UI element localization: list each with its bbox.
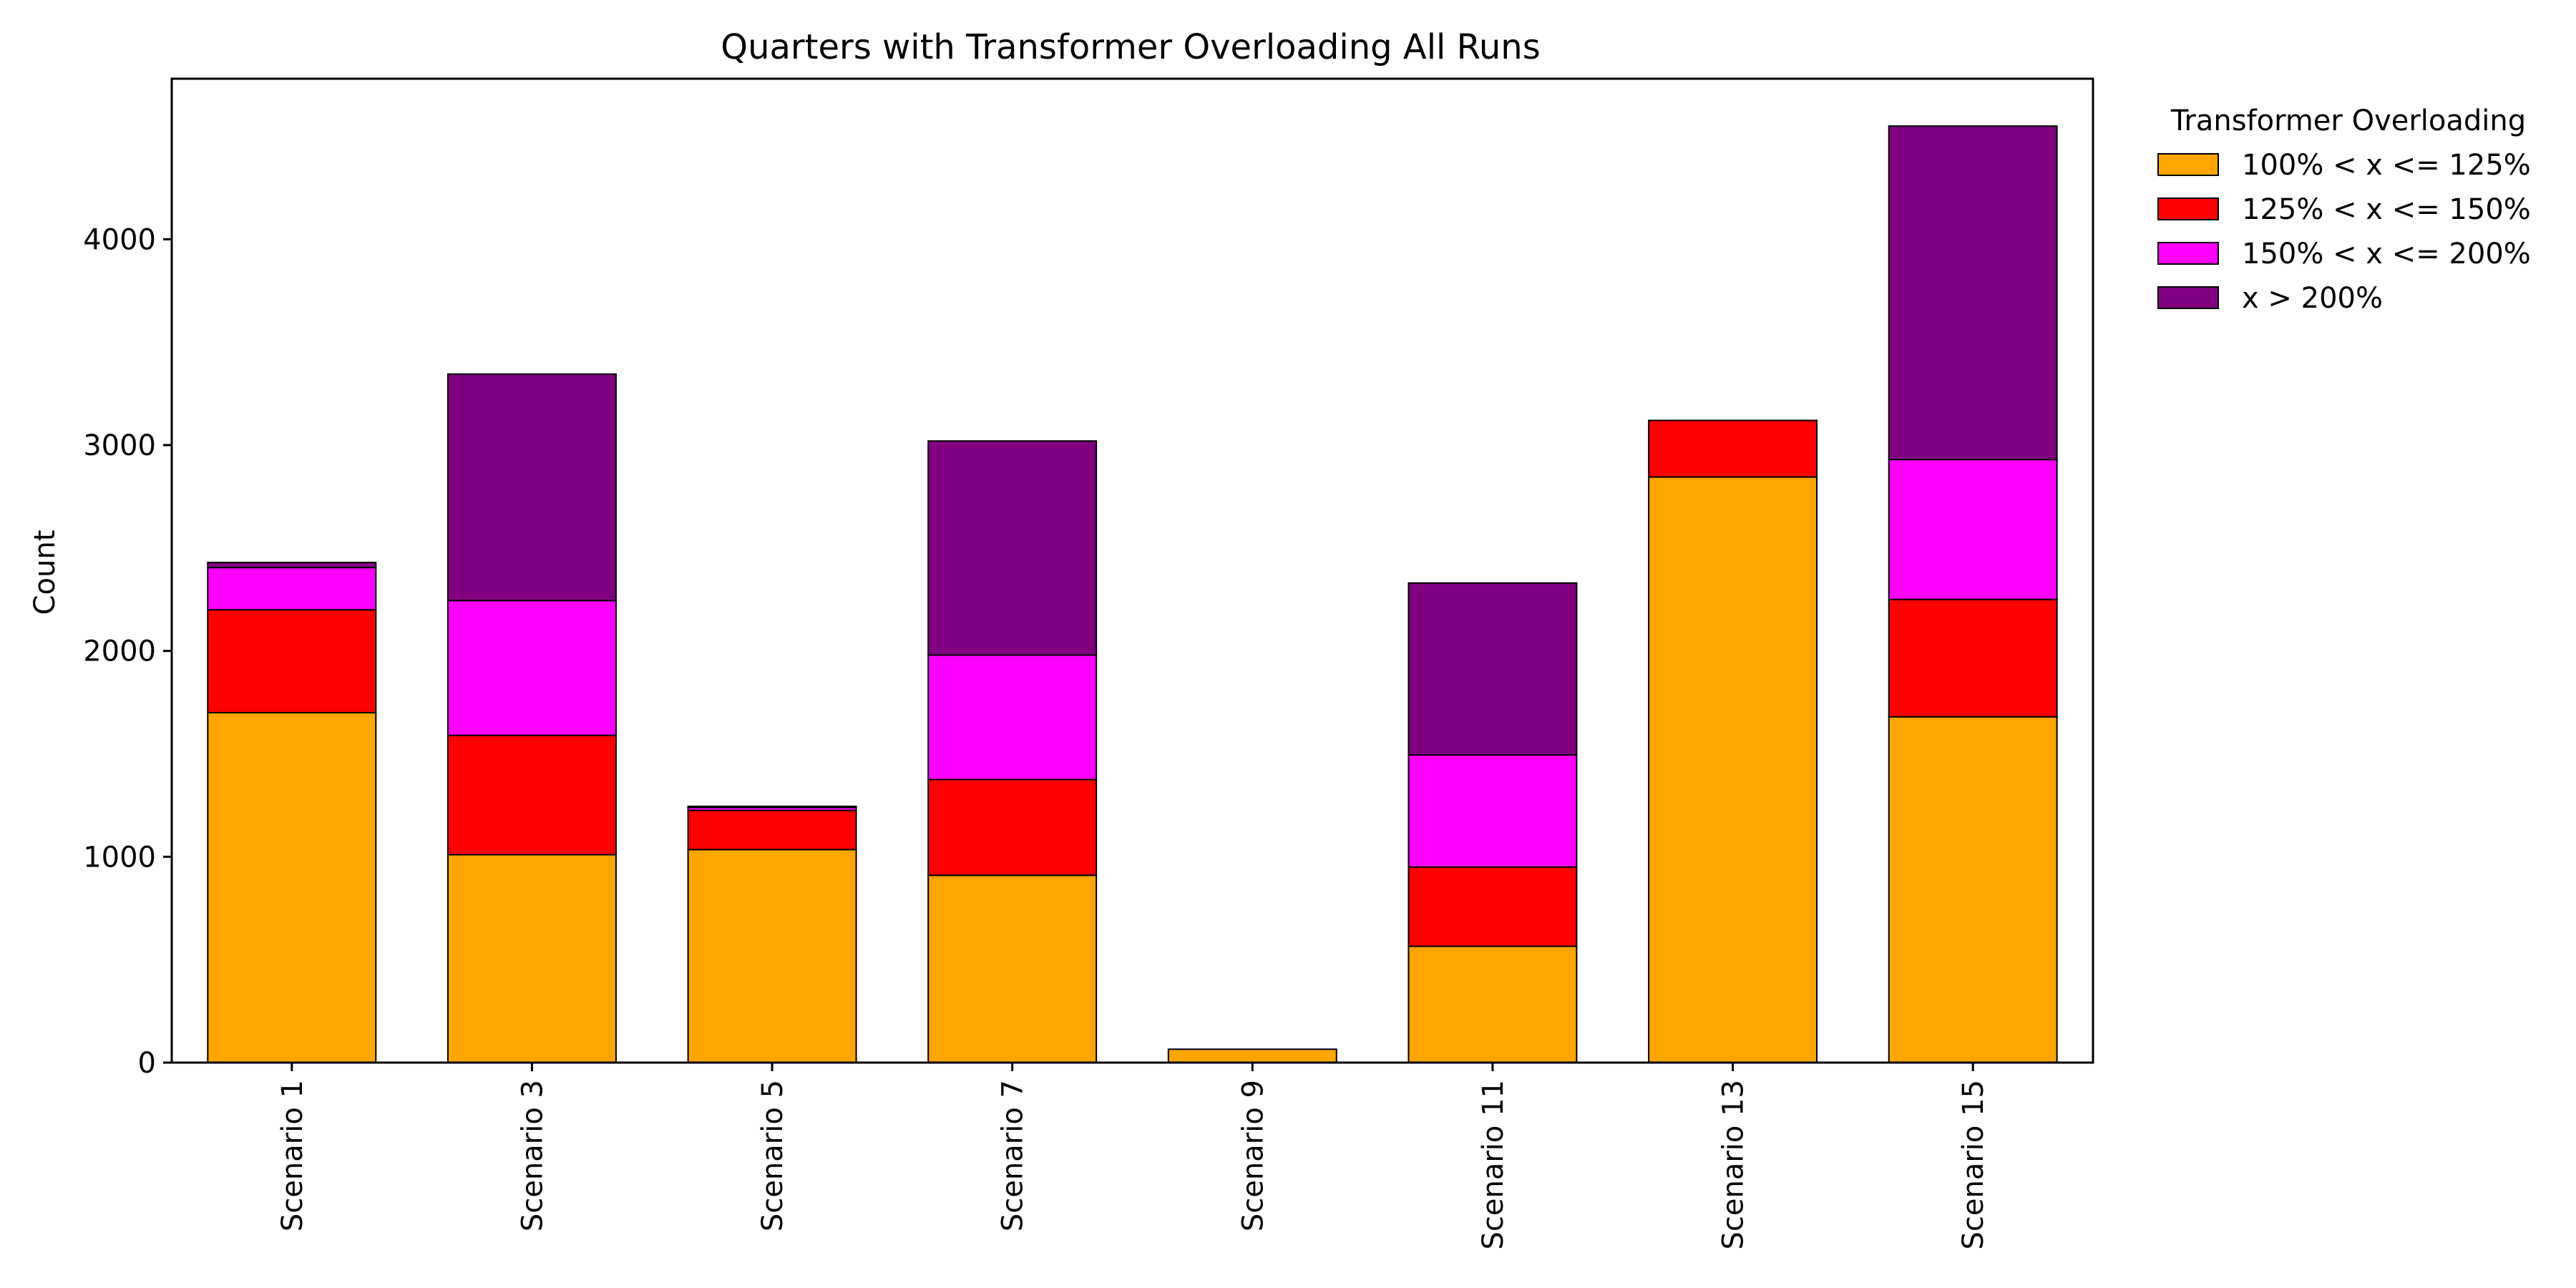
y-axis-label: Count: [29, 530, 62, 615]
bar-segment-3-8: [1888, 459, 2058, 600]
bar-segment-3-2: [447, 600, 617, 736]
bar-segment-2-3: [687, 809, 857, 851]
bar-segment-2-1: [207, 609, 377, 713]
x-tick-label: Scenario 9: [1236, 1080, 1269, 1231]
legend-title: Transformer Overloading: [2170, 104, 2526, 137]
bar-segment-3-6: [1407, 753, 1578, 868]
legend: Transformer Overloading 100% < x <= 125%…: [2157, 104, 2531, 315]
bar-segment-2-2: [447, 734, 617, 856]
bar-segment-2-4: [927, 779, 1098, 877]
plot-frame: [170, 77, 2094, 1064]
bar-segment-4-1: [207, 561, 377, 569]
legend-label-4: x > 200%: [2242, 282, 2383, 315]
bar-segment-1-4: [927, 874, 1098, 1063]
y-tick-label: 1000: [83, 841, 156, 874]
bar-segment-1-3: [687, 849, 857, 1064]
bar-segment-1-8: [1888, 716, 2058, 1063]
bar-segment-1-1: [207, 711, 377, 1063]
y-tick-label: 3000: [83, 429, 156, 462]
y-axis-ticks: 0 1000 2000 3000 4000: [83, 223, 172, 1080]
legend-label-1: 100% < x <= 125%: [2242, 149, 2531, 182]
bar-segment-1-6: [1407, 945, 1578, 1064]
legend-swatch-3: [2157, 242, 2219, 265]
x-tick-label: Scenario 13: [1717, 1080, 1750, 1250]
legend-swatch-2: [2157, 197, 2219, 220]
legend-swatch-4: [2157, 286, 2219, 309]
x-tick-label: Scenario 3: [516, 1080, 549, 1231]
x-tick-label: Scenario 11: [1477, 1080, 1510, 1250]
bar-segment-2-7: [1648, 419, 1818, 478]
x-tick-label: Scenario 15: [1957, 1080, 1990, 1250]
y-tick-label: 4000: [83, 223, 156, 256]
bar-segment-1-5: [1167, 1048, 1337, 1063]
bar-segment-2-8: [1888, 598, 2058, 718]
x-tick-label: Scenario 7: [997, 1080, 1030, 1231]
bar-segment-4-3: [687, 805, 857, 809]
x-axis-ticks: Scenario 1 Scenario 3 Scenario 5 Scenario 7…: [276, 1063, 1990, 1250]
bars-layer: [207, 125, 2058, 1064]
bar-segment-3-1: [207, 567, 377, 611]
bar-segment-4-6: [1407, 582, 1578, 756]
y-tick-label: 0: [138, 1047, 156, 1080]
chart-title: Quarters with Transformer Overloading Al…: [721, 27, 1540, 67]
legend-label-2: 125% < x <= 150%: [2242, 193, 2531, 226]
bar-segment-4-2: [447, 373, 617, 602]
bar-segment-1-2: [447, 854, 617, 1064]
x-tick-label: Scenario 5: [756, 1080, 789, 1231]
bar-segment-1-7: [1648, 476, 1818, 1063]
bar-segment-4-4: [927, 440, 1098, 656]
bar-segment-2-6: [1407, 866, 1578, 947]
y-tick-label: 2000: [83, 635, 156, 668]
x-tick-label: Scenario 1: [276, 1080, 309, 1231]
bar-segment-3-4: [927, 654, 1098, 781]
legend-swatch-1: [2157, 153, 2219, 176]
legend-label-3: 150% < x <= 200%: [2242, 238, 2531, 270]
bar-segment-4-8: [1888, 125, 2058, 461]
